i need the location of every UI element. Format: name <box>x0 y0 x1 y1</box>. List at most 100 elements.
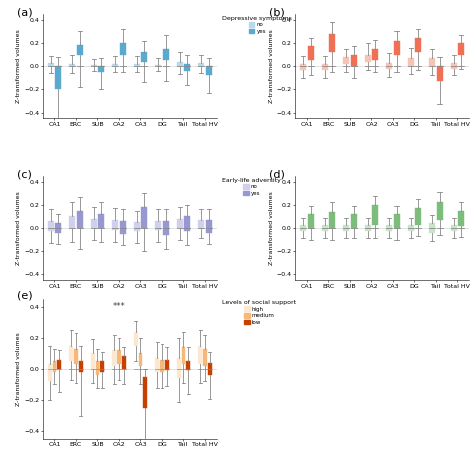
Bar <box>134 332 137 346</box>
Text: (c): (c) <box>17 170 31 179</box>
Bar <box>77 45 82 55</box>
Text: ***: *** <box>113 302 125 311</box>
Text: (b): (b) <box>269 8 285 18</box>
Bar <box>117 350 121 364</box>
Bar <box>177 62 183 66</box>
Bar <box>351 55 356 66</box>
Bar <box>91 354 95 369</box>
Bar <box>351 214 356 228</box>
Bar <box>365 55 371 62</box>
Bar <box>112 350 116 366</box>
Bar <box>163 49 169 60</box>
Bar <box>141 52 147 62</box>
Bar <box>343 57 349 64</box>
Bar <box>69 346 73 361</box>
Bar <box>155 221 161 230</box>
Bar <box>55 223 61 233</box>
Bar <box>186 361 190 370</box>
Bar <box>69 216 75 228</box>
Bar <box>301 64 306 70</box>
Text: (a): (a) <box>17 8 32 18</box>
Bar <box>386 225 392 232</box>
Bar <box>177 219 183 228</box>
Bar <box>57 360 61 369</box>
Bar <box>308 47 314 60</box>
Bar <box>177 358 181 378</box>
Legend: no, yes: no, yes <box>221 14 293 35</box>
Bar <box>163 221 169 235</box>
Bar <box>184 216 190 232</box>
Bar <box>343 225 349 232</box>
Y-axis label: Z-transformed volumes: Z-transformed volumes <box>16 29 21 103</box>
Bar <box>365 225 371 232</box>
Bar <box>393 41 400 55</box>
Bar <box>429 58 435 66</box>
Bar <box>112 220 118 230</box>
Bar <box>451 225 457 232</box>
Bar <box>437 66 443 81</box>
Bar <box>198 220 204 228</box>
Bar <box>198 63 204 66</box>
Bar <box>415 38 421 52</box>
Bar <box>322 225 328 232</box>
Bar <box>96 361 100 375</box>
Bar <box>77 211 82 228</box>
Bar <box>48 221 54 232</box>
Bar <box>143 377 147 408</box>
Bar <box>458 43 464 55</box>
Bar <box>138 354 142 366</box>
Bar <box>408 225 414 232</box>
Bar <box>112 64 118 66</box>
Bar <box>48 63 54 66</box>
Bar <box>208 363 211 375</box>
Y-axis label: Z-transformed volumes: Z-transformed volumes <box>269 29 274 103</box>
Bar <box>165 360 169 370</box>
Bar <box>79 361 82 372</box>
Bar <box>329 212 335 228</box>
Y-axis label: Z-transformed volumes: Z-transformed volumes <box>16 332 21 406</box>
Bar <box>386 63 392 69</box>
Bar <box>98 66 104 72</box>
Y-axis label: Z-transformed volumes: Z-transformed volumes <box>269 191 274 265</box>
Bar <box>415 208 421 225</box>
Bar <box>98 214 104 228</box>
Bar <box>206 66 211 76</box>
Bar <box>155 358 159 372</box>
Bar <box>48 364 52 382</box>
Bar <box>372 49 378 60</box>
Bar <box>74 349 78 364</box>
Bar <box>91 219 97 228</box>
Bar <box>308 214 314 228</box>
Y-axis label: Z-transformed volumes: Z-transformed volumes <box>16 191 21 265</box>
Bar <box>203 349 207 366</box>
Bar <box>160 360 164 372</box>
Bar <box>134 222 140 232</box>
Bar <box>55 66 61 89</box>
Bar <box>437 203 443 220</box>
Bar <box>155 65 161 66</box>
Text: (e): (e) <box>17 290 32 300</box>
Legend: high, medium, low: high, medium, low <box>221 299 298 326</box>
Bar <box>199 346 202 364</box>
Bar <box>182 347 185 364</box>
Bar <box>53 361 56 372</box>
Bar <box>119 43 126 55</box>
Bar <box>69 64 75 66</box>
Bar <box>184 64 190 71</box>
Bar <box>141 207 147 228</box>
Bar <box>458 211 464 226</box>
Legend: no, yes: no, yes <box>221 177 283 197</box>
Bar <box>91 65 97 66</box>
Bar <box>393 214 400 228</box>
Bar <box>408 58 414 66</box>
Bar <box>122 356 126 369</box>
Bar <box>429 223 435 233</box>
Bar <box>451 63 457 69</box>
Bar <box>100 361 104 372</box>
Bar <box>329 34 335 52</box>
Bar <box>119 221 126 234</box>
Bar <box>372 205 378 225</box>
Bar <box>206 220 211 233</box>
Bar <box>134 64 140 66</box>
Bar <box>301 225 306 232</box>
